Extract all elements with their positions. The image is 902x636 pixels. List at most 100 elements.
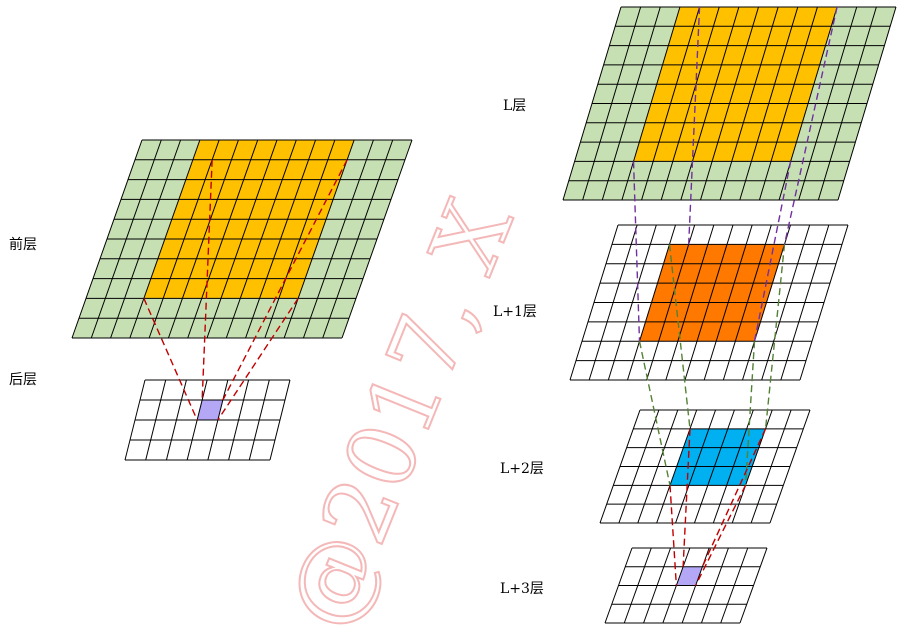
front-layer-grid-cell xyxy=(135,140,162,160)
front-layer-grid-cell xyxy=(352,179,379,200)
front-layer-grid-cell xyxy=(280,219,307,239)
front-layer-grid-cell xyxy=(147,159,174,180)
layer-l-grid-cell xyxy=(700,180,726,200)
layer-l1-grid-cell xyxy=(709,283,735,303)
front-layer-grid-cell xyxy=(357,219,384,239)
layer-l1-grid-cell xyxy=(747,283,773,303)
front-layer-grid-cell xyxy=(320,159,348,180)
layer-l1-grid-gridline xyxy=(799,224,849,381)
layer-l-grid-gridline xyxy=(798,6,858,201)
layer-l-grid-cell xyxy=(774,64,801,85)
layer-l1-grid-cell xyxy=(639,321,665,342)
front-layer-grid-cell xyxy=(117,298,144,319)
front-layer-grid-cell xyxy=(299,219,327,239)
layer-l-grid-gridline xyxy=(758,6,818,201)
layer-l-grid-cell xyxy=(678,122,705,143)
layer-l3-grid-gridline xyxy=(623,547,652,624)
layer-l2-grid-gridline xyxy=(618,409,660,524)
layer-l2-grid-cell xyxy=(688,466,715,486)
layer-l-grid-cell xyxy=(717,122,744,143)
projection-line xyxy=(753,161,792,342)
front-layer-grid-cell xyxy=(229,199,256,220)
layer-l-grid-cell xyxy=(662,45,688,65)
front-layer-grid-cell xyxy=(289,140,316,160)
layer-l1-grid-cell xyxy=(695,263,721,284)
layer-l-grid-cell xyxy=(603,45,630,65)
layer-l-grid-cell xyxy=(811,7,838,27)
layer-l1-grid-cell xyxy=(753,263,779,284)
front-layer-grid-cell xyxy=(233,298,260,319)
layer-l1-grid-cell xyxy=(740,244,766,264)
layer-l-grid-cell xyxy=(786,26,812,46)
layer-l-grid-cell xyxy=(645,103,671,123)
layer-l-grid-cell xyxy=(827,84,854,104)
layer-l-grid-cell xyxy=(752,7,779,27)
layer-l-grid-cell xyxy=(713,7,739,27)
front-layer-grid-cell xyxy=(243,159,270,180)
layer-l2-grid-cell xyxy=(670,466,696,486)
layer-l-grid-cell xyxy=(731,142,758,162)
layer-l-grid-cell xyxy=(642,45,669,65)
layer-l2-grid-gridline xyxy=(712,409,754,524)
front-layer-grid-cell xyxy=(222,219,249,239)
layer-l-grid-cell xyxy=(707,26,734,46)
layer-l2-grid-gridline xyxy=(693,409,735,524)
layer-l-grid-cell xyxy=(634,7,661,27)
layer-l-grid-cell xyxy=(853,64,879,85)
front-layer-grid-gridline xyxy=(110,139,182,339)
front-layer-grid-gridline xyxy=(341,139,413,339)
projection-line xyxy=(783,6,838,245)
layer-l-grid-cell xyxy=(674,7,700,27)
front-layer-grid-gridline xyxy=(187,139,259,339)
layer-l-grid-cell xyxy=(829,142,856,162)
back-layer-grid-gridline xyxy=(228,379,250,461)
projection-line xyxy=(682,428,691,567)
front-layer-grid-cell xyxy=(98,298,125,319)
layer-l-grid-cell xyxy=(757,122,783,143)
front-layer-grid-cell xyxy=(221,278,248,299)
layer-l-grid-cell xyxy=(668,26,694,46)
front-layer-grid-cell xyxy=(275,179,302,200)
layer-l-grid-gridline xyxy=(621,6,681,201)
layer-l-grid-cell xyxy=(661,180,687,200)
layer-l-grid-cell xyxy=(609,26,635,46)
front-layer-grid-cell xyxy=(301,159,328,180)
layer-l-grid-cell xyxy=(633,142,659,162)
layer-l-grid-cell xyxy=(723,103,750,123)
front-layer-grid-cell xyxy=(254,239,281,259)
front-layer-grid-cell xyxy=(308,140,335,160)
front-layer-grid-gridline xyxy=(322,139,394,339)
layer-l1-grid-cell xyxy=(689,283,715,303)
front-layer-grid-cell xyxy=(271,298,299,319)
layer-l3-grid-gridline xyxy=(643,547,672,624)
front-layer-grid-cell xyxy=(261,219,288,239)
projection-line xyxy=(701,428,767,568)
layer-l-grid-cell xyxy=(824,161,850,181)
layer-l-grid-cell xyxy=(737,122,763,143)
back-layer-grid-gridline xyxy=(145,379,167,461)
layer-l-grid-cell xyxy=(735,64,761,85)
layer-l-grid-cell xyxy=(594,142,620,162)
layer-l1-grid-cell xyxy=(657,263,683,284)
layer-l-grid-cell xyxy=(841,103,867,123)
front-layer-grid-cell xyxy=(119,239,146,259)
front-layer-grid-cell xyxy=(215,239,242,259)
front-layer-grid-cell xyxy=(340,159,367,180)
layer-l-grid-gridline xyxy=(641,6,701,201)
front-layer-grid-cell xyxy=(198,179,225,200)
layer-l-grid-cell xyxy=(818,180,844,200)
layer-l-grid-cell xyxy=(568,161,595,181)
layer-l-grid-cell xyxy=(625,103,651,123)
front-layer-grid-cell xyxy=(203,219,230,239)
front-layer-grid-cell xyxy=(359,159,386,180)
front-layer-grid-cell xyxy=(294,179,321,200)
layer-l2-grid-gridline xyxy=(675,409,717,524)
layer-l-grid-gridline xyxy=(562,6,622,201)
front-layer-grid-cell xyxy=(231,140,258,160)
front-layer-grid-cell xyxy=(366,140,393,160)
layer-l-grid-cell xyxy=(772,7,798,27)
layer-l-grid-cell xyxy=(729,84,755,104)
front-layer-grid-cell xyxy=(210,199,237,220)
projection-line xyxy=(222,159,348,401)
layer-l1-grid-cell xyxy=(716,321,742,342)
